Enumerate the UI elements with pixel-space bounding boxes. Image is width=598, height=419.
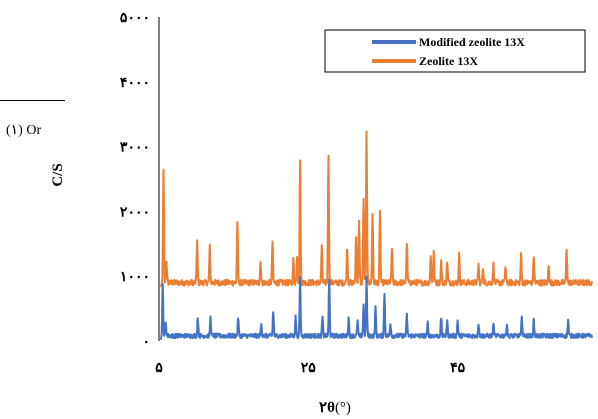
x-tick-label: ۲۵ [301,361,317,376]
y-axis-title: C/S [50,163,66,186]
y-tick-label: ۰ [142,335,150,350]
x-axis-title: ۲θ(°) [319,400,351,416]
legend: Modified zeolite 13X Zeolite 13X [324,29,586,73]
y-axis-title-group: C/S [50,163,66,186]
y-tick-labels: ۰ ۱۰۰۰ ۲۰۰۰ ۳۰۰۰ ۴۰۰۰ ۵۰۰۰ [120,11,150,350]
y-tick-label: ۲۰۰۰ [120,205,150,220]
series-layer [159,130,593,340]
x-axis-title-unit: (°) [335,400,351,416]
series-line-zeolite-13x [159,130,593,288]
series-line-modified-zeolite-13x [159,275,593,340]
y-tick-label: ۱۰۰۰ [120,270,150,285]
legend-box [324,29,586,73]
x-axis-title-main: ۲θ [319,400,335,416]
y-tick-label: ۳۰۰۰ [120,141,150,156]
x-tick-labels: ۵ ۲۵ ۴۵ [155,361,465,376]
x-tick-label: ۵ [155,361,163,376]
y-tick-label: ۴۰۰۰ [120,76,150,91]
page-fragment-rule [0,100,65,101]
page-fragment-text: (۱) Or [6,123,42,138]
legend-label-zeolite-13x: Zeolite 13X [419,54,478,68]
y-tick-label: ۵۰۰۰ [120,11,150,26]
legend-label-modified-zeolite-13x: Modified zeolite 13X [419,35,525,49]
x-tick-label: ۴۵ [450,361,466,376]
